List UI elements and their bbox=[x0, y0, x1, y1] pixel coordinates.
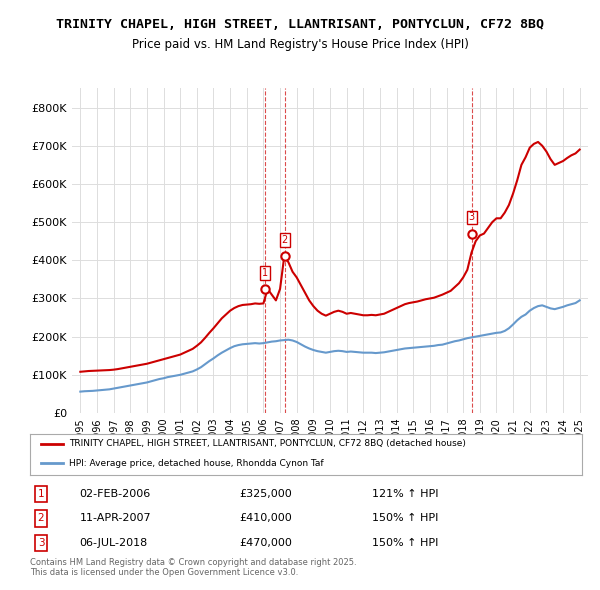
Text: TRINITY CHAPEL, HIGH STREET, LLANTRISANT, PONTYCLUN, CF72 8BQ (detached house): TRINITY CHAPEL, HIGH STREET, LLANTRISANT… bbox=[68, 440, 466, 448]
Text: 121% ↑ HPI: 121% ↑ HPI bbox=[372, 489, 439, 499]
Text: Contains HM Land Registry data © Crown copyright and database right 2025.
This d: Contains HM Land Registry data © Crown c… bbox=[30, 558, 356, 577]
Text: 3: 3 bbox=[38, 538, 44, 548]
Text: 11-APR-2007: 11-APR-2007 bbox=[80, 513, 151, 523]
Text: 06-JUL-2018: 06-JUL-2018 bbox=[80, 538, 148, 548]
Text: Price paid vs. HM Land Registry's House Price Index (HPI): Price paid vs. HM Land Registry's House … bbox=[131, 38, 469, 51]
Text: 150% ↑ HPI: 150% ↑ HPI bbox=[372, 513, 439, 523]
Text: HPI: Average price, detached house, Rhondda Cynon Taf: HPI: Average price, detached house, Rhon… bbox=[68, 459, 323, 468]
Text: 1: 1 bbox=[38, 489, 44, 499]
Text: £325,000: £325,000 bbox=[240, 489, 293, 499]
Text: 1: 1 bbox=[262, 268, 268, 278]
Text: £410,000: £410,000 bbox=[240, 513, 293, 523]
Text: 02-FEB-2006: 02-FEB-2006 bbox=[80, 489, 151, 499]
Text: 3: 3 bbox=[469, 212, 475, 222]
Text: 150% ↑ HPI: 150% ↑ HPI bbox=[372, 538, 439, 548]
Text: 2: 2 bbox=[38, 513, 44, 523]
Text: TRINITY CHAPEL, HIGH STREET, LLANTRISANT, PONTYCLUN, CF72 8BQ: TRINITY CHAPEL, HIGH STREET, LLANTRISANT… bbox=[56, 18, 544, 31]
Text: £470,000: £470,000 bbox=[240, 538, 293, 548]
Text: 2: 2 bbox=[281, 235, 288, 245]
